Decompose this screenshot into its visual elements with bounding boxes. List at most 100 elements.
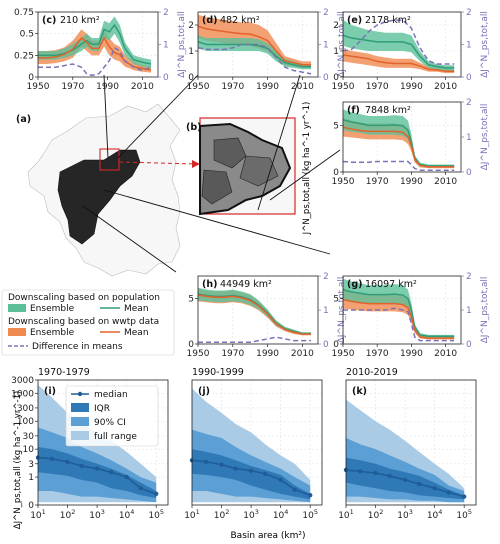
- series-wwtp-mean: [197, 25, 312, 66]
- ytick-label: 0: [188, 73, 194, 83]
- xtick-exponent: 2: [379, 508, 383, 516]
- legend-diff: Difference in means: [32, 342, 123, 352]
- legend-wwtp-mean: Mean: [124, 328, 149, 338]
- panel-label: (i): [44, 386, 56, 397]
- panel-g: 0 5 0 1 2 1950 1970 1990 2010 (g) 16097 km² ΔJ^N_ps…: [332, 272, 490, 359]
- ytick-label: 300: [17, 404, 34, 414]
- ytick-right-label: 2: [466, 98, 472, 108]
- xtick-label: 1990: [400, 349, 423, 359]
- xtick-label: 1990: [400, 82, 423, 92]
- series-pop-ensemble: [198, 287, 312, 335]
- legend-wwtp-ensemble: Ensemble: [30, 328, 75, 338]
- ytick-label: 0: [333, 73, 339, 83]
- series-wwtp-ensemble: [343, 48, 455, 74]
- xtick-label: 105: [302, 508, 318, 521]
- ytick-label: 0: [28, 73, 34, 83]
- xtick-label: 2010: [291, 82, 314, 92]
- series-diff-means: [342, 19, 455, 65]
- panel-h: 0 5 0 1 2 1950 1970 1990 2010 (h) 44949 km² ΔJ^N_ps…: [187, 272, 347, 359]
- series-pop-mean: [342, 288, 455, 338]
- xtick-label: 1950: [27, 82, 50, 92]
- panel-area: 44949 km²: [220, 279, 272, 290]
- panel-frame: [345, 379, 477, 506]
- xtick-label: 2010: [131, 82, 154, 92]
- legend-pop-ensemble-swatch: [8, 304, 26, 312]
- map-b-label: (b): [186, 122, 201, 133]
- right-axis-label: ΔJ^N_ps,tot,all: [177, 11, 187, 78]
- ytick-label: 2: [333, 21, 339, 31]
- series-diff-means: [198, 336, 312, 344]
- series-diff-means: [197, 43, 312, 75]
- legend-top: Downscaling based on population Ensemble…: [1, 289, 175, 356]
- legend-pop-mean: Mean: [124, 304, 149, 314]
- ytick-label: 1: [188, 47, 194, 57]
- series-pop-mean: [38, 23, 152, 65]
- series-pop-ensemble: [343, 19, 455, 71]
- series-pop-ensemble: [343, 278, 455, 338]
- basin-region: [57, 149, 141, 245]
- map-connections: [82, 74, 341, 273]
- legend-group2-title: Downscaling based on wwtp data: [8, 317, 159, 327]
- xtick-exponent: 2: [225, 508, 229, 516]
- xtick-label: 103: [89, 508, 105, 521]
- map-a-label: (a): [16, 114, 31, 125]
- median-point: [278, 477, 283, 483]
- ytick-label: 0.5: [20, 30, 34, 40]
- legend-pop-ensemble: Ensemble: [30, 304, 75, 314]
- median-point: [108, 469, 114, 475]
- panel-area: 482 km²: [220, 15, 260, 26]
- median-point: [248, 468, 254, 473]
- panel-label: (h): [202, 279, 217, 290]
- series-pop-ensemble: [343, 109, 455, 168]
- right-axis-label: ΔJ^N_ps,tot,all: [337, 277, 347, 344]
- ytick-label: 30: [23, 432, 35, 442]
- xtick-label: 1950: [187, 82, 210, 92]
- panel-label: (c): [42, 15, 56, 26]
- xtick-label: 1970: [366, 349, 389, 359]
- median-point: [292, 487, 297, 492]
- ytick-right-label: 0: [323, 340, 329, 350]
- ytick-label: 0: [188, 340, 194, 350]
- panel-frame: [37, 379, 169, 506]
- legend-label: 90% CI: [94, 418, 126, 428]
- ytick-label: 1: [333, 47, 339, 57]
- bottom-panel-ylabel: ΔJ^N_ps,tot,all (kg ha^-1 yr^-1): [13, 391, 23, 529]
- panel-k: 101 102 103 104 105 (k) 2010-2019: [338, 367, 477, 521]
- xtick-label: 1970: [366, 82, 389, 92]
- ytick-right-label: 2: [466, 272, 472, 282]
- median-point: [219, 462, 224, 467]
- xtick-label: 2010: [291, 349, 314, 359]
- ytick-label: 0.25: [14, 51, 34, 61]
- xtick-exponent: 5: [160, 508, 164, 516]
- legend-group1-title: Downscaling based on population: [8, 293, 160, 303]
- series-pop-mean: [342, 34, 455, 69]
- xtick-label: 2010: [434, 349, 457, 359]
- series-pop-mean: [197, 293, 312, 335]
- panel-period: 2010-2019: [346, 367, 398, 378]
- xtick-label: 103: [243, 508, 259, 521]
- xtick-label: 101: [184, 508, 200, 521]
- panel-f: 0 5 0 1 2 1950 1970 1990 2010 (f) 7848 km² ΔJ^N_ps,…: [332, 98, 490, 187]
- xtick-label: 1950: [187, 349, 210, 359]
- xtick-label: 1950: [332, 349, 355, 359]
- legend-swatch: [71, 431, 89, 440]
- panel-period: 1990-1999: [192, 367, 244, 378]
- ytick-right-label: 2: [466, 8, 472, 18]
- xtick-label: 104: [273, 508, 289, 521]
- panel-frame: [191, 379, 323, 506]
- panel-label: (f): [347, 105, 360, 116]
- median-point: [432, 486, 437, 491]
- ytick-label: 3000: [11, 376, 34, 386]
- ytick-right-label: 1: [323, 41, 329, 51]
- ytick-right-label: 2: [163, 8, 169, 18]
- median-point: [79, 463, 84, 469]
- ytick-label: 2: [188, 21, 194, 31]
- right-axis-label: ΔJ^N_ps,tot,all: [337, 11, 347, 78]
- ytick-label: 5: [333, 121, 339, 131]
- legend-swatch: [71, 403, 89, 412]
- xtick-exponent: 1: [196, 508, 200, 516]
- legend-bottom: median IQR 90% CI full range: [65, 385, 159, 447]
- ytick-label: 10: [23, 445, 35, 455]
- xtick-label: 2010: [434, 82, 457, 92]
